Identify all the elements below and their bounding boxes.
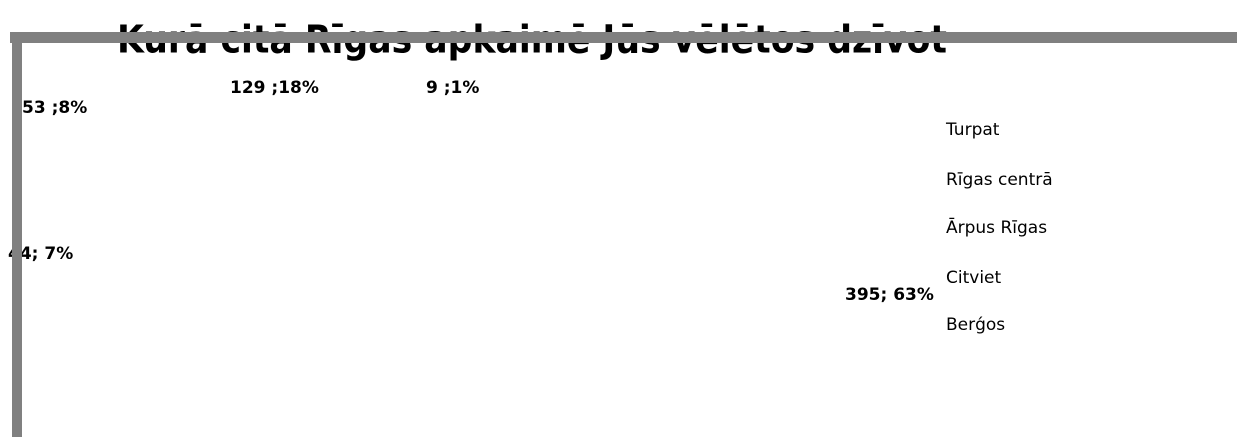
legend-entry: Citviet [946,268,1002,288]
pie-slice [300,217,470,306]
legend-entry: Rīgas centrā [946,170,1053,190]
legend-entry: Ārpus Rīgas [946,216,1047,238]
data-label: 395; 63% [845,285,934,305]
legend-entry: Berǵos [946,315,1005,335]
legend-entry: Turpat [945,120,1000,140]
pie-slice [455,80,470,250]
pie-slice [309,250,470,369]
pie-slice [303,81,470,250]
data-label: 44; 7% [8,244,73,264]
data-label: 53 ;8% [22,98,87,118]
frame-top [10,32,1237,43]
data-label: 9 ;1% [426,78,479,98]
plot-area: 395; 63% Turpat 44; 7% Rīgas centrā 53 ;8% Ār… [8,78,1053,420]
data-label: 129 ;18% [230,78,319,98]
pie-slice [348,80,640,420]
frame-left [12,32,22,437]
